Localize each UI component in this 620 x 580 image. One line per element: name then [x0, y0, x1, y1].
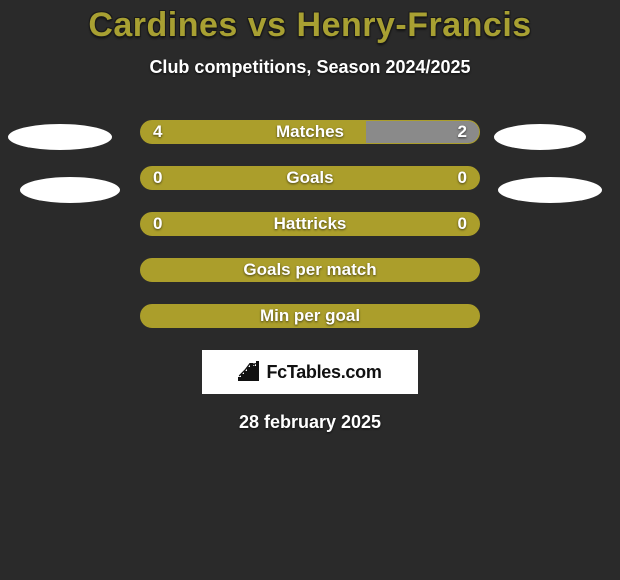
player-placeholder-ellipse — [8, 124, 112, 150]
stat-row-left-value: 4 — [153, 122, 162, 142]
stat-row-label: Hattricks — [274, 214, 347, 234]
stat-row: Hattricks 0 0 — [140, 212, 480, 236]
footer-logo[interactable]: FcTables.com — [202, 350, 418, 394]
stat-row-label: Goals per match — [243, 260, 376, 280]
footer-date: 28 february 2025 — [0, 412, 620, 433]
comparison-card: Cardines vs Henry-Francis Club competiti… — [0, 0, 620, 580]
stat-row: Goals per match — [140, 258, 480, 282]
stat-row-right-value: 0 — [458, 214, 467, 234]
stat-row-left-value: 0 — [153, 214, 162, 234]
player-placeholder-ellipse — [498, 177, 602, 203]
subtitle: Club competitions, Season 2024/2025 — [0, 57, 620, 78]
page-title: Cardines vs Henry-Francis — [0, 0, 620, 45]
player-placeholder-ellipse — [494, 124, 586, 150]
player-placeholder-ellipse — [20, 177, 120, 203]
stat-rows: Matches 4 2 Goals 0 0 Hattricks 0 0 Goals per mat… — [0, 120, 620, 328]
stat-row: Matches 4 2 — [140, 120, 480, 144]
stat-row-right-value: 2 — [458, 122, 467, 142]
stat-row-label: Min per goal — [260, 306, 360, 326]
stat-row-label: Goals — [286, 168, 333, 188]
stat-row-right-value: 0 — [458, 168, 467, 188]
stat-row: Min per goal — [140, 304, 480, 328]
stat-row-left-value: 0 — [153, 168, 162, 188]
stat-row: Goals 0 0 — [140, 166, 480, 190]
stat-row-label: Matches — [276, 122, 344, 142]
bar-chart-icon — [238, 363, 260, 381]
footer-logo-text: FcTables.com — [266, 362, 381, 383]
